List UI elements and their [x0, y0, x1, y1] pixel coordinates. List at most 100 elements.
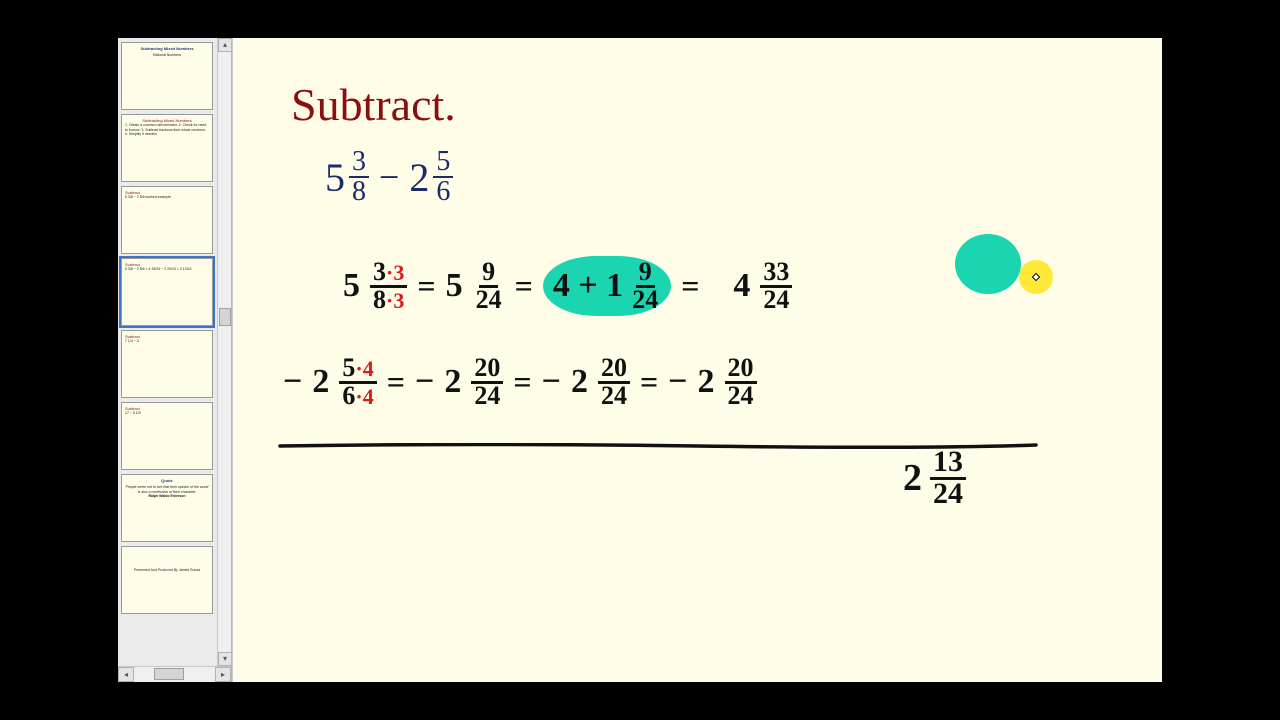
minus-icon: − [542, 363, 561, 401]
horizontal-scrollbar[interactable]: ◂ ▸ [118, 666, 231, 682]
l2-mult-den: ·4 [355, 384, 373, 409]
l2-s3-whole: 2 [571, 363, 588, 401]
thumbnail-panel: Subtracting Mixed Numbers Rational Numbe… [118, 38, 232, 682]
fraction-a: 3 8 [349, 148, 369, 206]
fraction-b: 5 6 [433, 148, 453, 206]
thumb-body: People seem not to see that their opinio… [125, 485, 209, 494]
l2-mult-num: ·4 [355, 356, 373, 381]
l1-r-den: 24 [760, 288, 792, 313]
slide-thumbnail[interactable]: Subtracting Mixed Numbers 1. Obtain a co… [121, 114, 213, 182]
slide-thumbnail[interactable]: Subtract 7 1/4 − 3 [121, 330, 213, 398]
whole-b: 2 [409, 154, 429, 201]
borrow-num: 9 [636, 260, 655, 288]
l2-s3-den: 24 [598, 384, 630, 409]
ans-den: 24 [930, 480, 966, 509]
l1-step2-whole: 5 [446, 267, 463, 305]
l2-frac: 5·4 6·4 [339, 356, 376, 408]
thumb-title: Subtracting Mixed Numbers [125, 46, 209, 51]
equals-icon: = [513, 364, 531, 401]
thumb-body: 5 3/8 − 2 5/6 = 4 33/24 − 2 20/24 = 2 13… [125, 267, 209, 272]
l2-whole: 2 [312, 363, 329, 401]
den-a: 8 [349, 178, 369, 206]
ans-frac: 13 24 [930, 448, 966, 508]
scroll-up-arrow[interactable]: ▴ [218, 38, 231, 52]
work-line-1: 5 3·3 8·3 = 5 9 24 = 4 + 1 9 24 = 4 [343, 256, 792, 316]
operand-a: 5 3 8 [325, 148, 369, 206]
l1-mult-num: ·3 [386, 260, 404, 285]
borrow-frac: 9 24 [629, 260, 661, 312]
l1-whole: 5 [343, 267, 360, 305]
borrow-den: 24 [629, 288, 661, 313]
hscroll-thumb[interactable] [154, 668, 184, 680]
thumb-body: 1. Obtain a common denominator. 2. Check… [125, 123, 209, 137]
ans-num: 13 [930, 448, 966, 480]
l1-s2-num: 9 [479, 260, 498, 288]
ans-whole: 2 [903, 456, 922, 500]
l2-s2-frac: 20 24 [471, 356, 503, 408]
scroll-thumb[interactable] [219, 308, 231, 326]
l1-mult-den: ·3 [386, 288, 404, 313]
l1-frac: 3·3 8·3 [370, 260, 407, 312]
l1-den: 8 [373, 285, 386, 314]
whole-a: 5 [325, 154, 345, 201]
slide-thumbnail[interactable]: Subtract 5 3/8 − 2 5/6 = 4 33/24 − 2 20/… [121, 258, 213, 326]
slide-thumbnail[interactable]: Presented And Produced By James Sousa [121, 546, 213, 614]
slide-heading: Subtract. [291, 78, 456, 131]
slide-thumbnail[interactable]: Subtracting Mixed Numbers Rational Numbe… [121, 42, 213, 110]
scroll-right-arrow[interactable]: ▸ [215, 667, 231, 682]
l2-s2-den: 24 [471, 384, 503, 409]
slide-thumbnail[interactable]: Subtract 5 3/8 − 2 5/6 worked example [121, 186, 213, 254]
borrow-whole: 4 + 1 [553, 267, 623, 305]
l2-r-whole: 2 [698, 363, 715, 401]
operand-b: 2 5 6 [409, 148, 453, 206]
vertical-scrollbar[interactable]: ▴ ▾ [217, 38, 231, 666]
l2-r-frac: 20 24 [725, 356, 757, 408]
l1-step2-frac: 9 24 [473, 260, 505, 312]
thumb-sub: Rational Numbers [125, 53, 209, 58]
num-b: 5 [433, 148, 453, 178]
scroll-left-arrow[interactable]: ◂ [118, 667, 134, 682]
equals-icon: = [387, 364, 405, 401]
l1-s2-den: 24 [473, 288, 505, 313]
l1-result-whole: 4 [733, 267, 750, 305]
l2-den: 6 [342, 381, 355, 410]
thumb-body: Presented And Produced By James Sousa [125, 568, 209, 573]
minus-icon: − [668, 363, 687, 401]
thumb-title: Quote [125, 478, 209, 483]
den-b: 6 [433, 178, 453, 206]
teal-highlight-circle [955, 234, 1021, 294]
minus-icon: − [375, 156, 403, 198]
l2-s3-num: 20 [598, 356, 630, 384]
thumbnail-list: Subtracting Mixed Numbers Rational Numbe… [118, 38, 218, 622]
work-line-2: − 2 5·4 6·4 = − 2 20 24 = − 2 20 24 = − … [283, 356, 757, 408]
division-line [278, 436, 1038, 442]
l1-r-num: 33 [760, 260, 792, 288]
scroll-down-arrow[interactable]: ▾ [218, 652, 231, 666]
presentation-window: Subtracting Mixed Numbers Rational Numbe… [118, 38, 1162, 682]
main-slide-canvas[interactable]: Subtract. 5 3 8 − 2 5 6 5 [232, 38, 1162, 682]
equals-icon: = [417, 268, 435, 305]
teal-highlight-borrow: 4 + 1 9 24 [543, 256, 671, 316]
num-a: 3 [349, 148, 369, 178]
thumb-body: 17 − 5 2/3 [125, 411, 209, 416]
minus-icon: − [415, 363, 434, 401]
equals-icon: = [681, 268, 699, 305]
thumb-body: 7 1/4 − 3 [125, 339, 209, 344]
slide-thumbnail[interactable]: Subtract 17 − 5 2/3 [121, 402, 213, 470]
l2-s3-frac: 20 24 [598, 356, 630, 408]
l2-r-num: 20 [725, 356, 757, 384]
equals-icon: = [515, 268, 533, 305]
slide-thumbnail[interactable]: Quote People seem not to see that their … [121, 474, 213, 542]
minus-icon: − [283, 363, 302, 401]
thumb-body: 5 3/8 − 2 5/6 worked example [125, 195, 209, 200]
hscroll-track[interactable] [134, 667, 215, 682]
l2-s2-whole: 2 [444, 363, 461, 401]
thumb-author: Ralph Waldo Emerson [125, 494, 209, 499]
l1-num: 3 [373, 257, 386, 286]
thumbnail-scroll-area[interactable]: Subtracting Mixed Numbers Rational Numbe… [118, 38, 231, 666]
l2-r-den: 24 [725, 384, 757, 409]
l1-result-frac: 33 24 [760, 260, 792, 312]
problem-expression: 5 3 8 − 2 5 6 [325, 148, 453, 206]
answer: 2 13 24 [903, 448, 966, 508]
l2-s2-num: 20 [471, 356, 503, 384]
